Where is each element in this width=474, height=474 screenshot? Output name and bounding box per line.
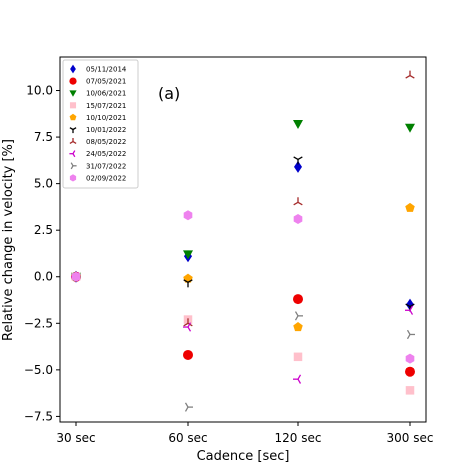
legend-label: 10/01/2022 — [86, 126, 126, 134]
x-axis: 30 sec 60 sec 120 sec 300 sec — [56, 422, 433, 445]
y-tick-label: −2.5 — [24, 316, 53, 330]
data-point — [183, 279, 193, 288]
legend-label: 05/11/2014 — [86, 66, 127, 74]
panel-annotation: (a) — [158, 84, 180, 103]
legend-label: 08/05/2022 — [86, 138, 126, 146]
data-point — [405, 202, 415, 212]
legend-label: 02/09/2022 — [86, 174, 126, 182]
y-axis: −7.5 −5.0 −2.5 0.0 2.5 5.0 7.5 10.0 — [24, 84, 60, 423]
y-tick-label: 2.5 — [34, 223, 53, 237]
legend-label: 10/10/2021 — [86, 114, 126, 122]
data-point — [293, 120, 303, 130]
y-tick-label: 7.5 — [34, 130, 53, 144]
legend-marker — [69, 174, 77, 182]
data-point — [183, 250, 193, 260]
data-point — [183, 322, 192, 332]
data-point — [183, 349, 193, 360]
x-axis-label: Cadence [sec] — [197, 449, 290, 464]
x-tick-label: 30 sec — [56, 431, 95, 445]
data-point — [293, 197, 303, 206]
data-point — [293, 294, 303, 305]
y-tick-label: −5.0 — [24, 363, 53, 377]
x-tick-label: 120 sec — [275, 431, 322, 445]
legend-marker — [69, 102, 77, 109]
x-tick-label: 60 sec — [168, 431, 207, 445]
x-tick-label: 300 sec — [387, 431, 434, 445]
legend-marker — [70, 162, 77, 170]
data-point — [183, 210, 193, 221]
legend-marker — [69, 113, 77, 121]
y-tick-label: −7.5 — [24, 409, 53, 423]
legend-marker — [69, 90, 77, 97]
legend-label: 15/07/2021 — [86, 102, 126, 110]
data-point — [405, 353, 415, 364]
legend-label: 10/06/2021 — [86, 90, 126, 98]
data-point — [405, 123, 415, 133]
legend-frame — [62, 59, 139, 189]
data-point — [293, 352, 303, 362]
legend-marker — [69, 138, 77, 144]
y-axis-label: Relative change in velocity [%] — [1, 139, 16, 341]
legend-marker — [70, 64, 76, 74]
data-point — [293, 374, 302, 384]
data-point — [293, 156, 303, 165]
data-point — [293, 322, 303, 332]
legend-label: 07/05/2021 — [86, 78, 126, 86]
data-points — [71, 70, 415, 412]
data-point — [405, 386, 415, 395]
data-point — [405, 70, 415, 79]
data-point — [294, 160, 302, 173]
y-tick-label: 10.0 — [26, 84, 53, 98]
legend-marker — [69, 77, 77, 85]
legend: 05/11/2014 07/05/2021 10/06/2021 15/07/2021… — [62, 59, 139, 189]
data-point — [406, 329, 415, 340]
data-point — [294, 311, 303, 321]
legend-label: 31/07/2022 — [86, 162, 126, 170]
y-tick-label: 0.0 — [34, 270, 53, 284]
legend-label: 24/05/2022 — [86, 150, 126, 158]
data-point — [405, 366, 415, 377]
legend-marker — [69, 127, 77, 134]
data-point — [71, 271, 81, 282]
data-point — [405, 305, 414, 315]
legend-marker — [69, 150, 76, 158]
data-point — [293, 214, 303, 225]
data-point — [184, 402, 193, 412]
y-tick-label: 5.0 — [34, 177, 53, 191]
